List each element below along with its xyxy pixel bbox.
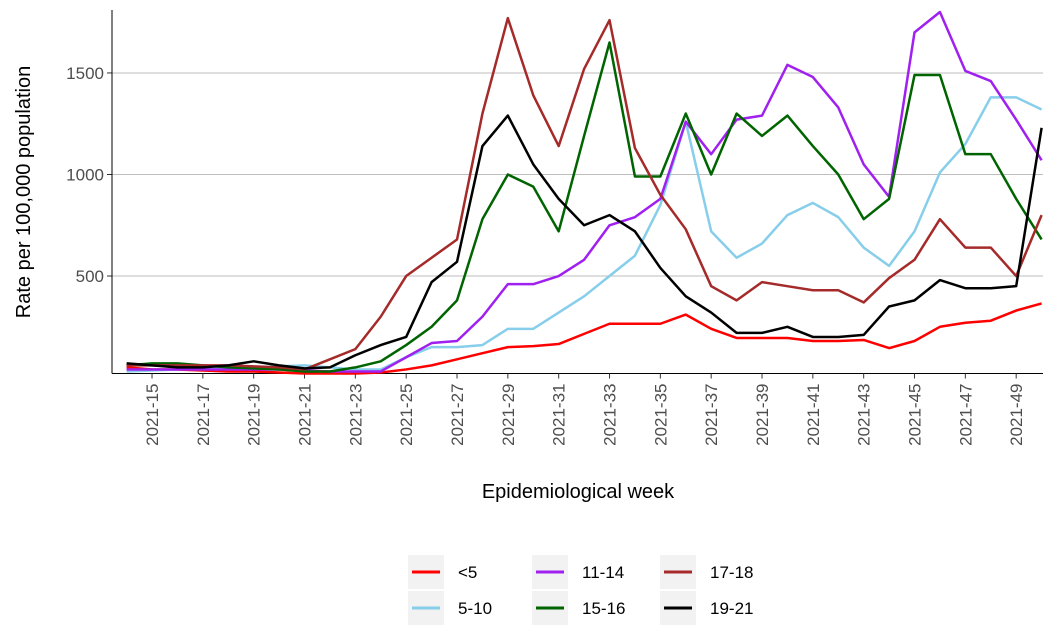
x-tick-label: 2021-45 <box>906 384 925 446</box>
x-tick-label: 2021-39 <box>753 384 772 446</box>
x-tick-label: 2021-27 <box>448 384 467 446</box>
x-tick-label: 2021-31 <box>550 384 569 446</box>
x-tick-label: 2021-21 <box>296 384 315 446</box>
legend-label: <5 <box>458 563 477 582</box>
y-tick-label: 500 <box>76 267 104 286</box>
x-axis-title: Epidemiological week <box>482 481 675 503</box>
y-axis-title: Rate per 100,000 population <box>13 66 35 318</box>
x-tick-label: 2021-43 <box>855 384 874 446</box>
x-tick-label: 2021-33 <box>601 384 620 446</box>
legend-label: 17-18 <box>710 563 753 582</box>
x-tick-label: 2021-25 <box>397 384 416 446</box>
x-tick-label: 2021-23 <box>346 384 365 446</box>
series-line <box>126 10 1043 373</box>
legend-label: 19-21 <box>710 599 753 618</box>
x-tick-label: 2021-37 <box>702 384 721 446</box>
x-tick-label: 2021-19 <box>245 384 264 446</box>
x-tick-label: 2021-35 <box>651 384 670 446</box>
x-tick-label: 2021-15 <box>143 384 162 446</box>
x-tick-label: 2021-17 <box>194 384 213 446</box>
x-tick-label: 2021-41 <box>804 384 823 446</box>
legend-label: 5-10 <box>458 599 492 618</box>
series-line <box>126 114 1043 370</box>
series-line <box>126 302 1042 375</box>
y-tick-label: 1000 <box>66 165 104 184</box>
x-tick-label: 2021-49 <box>1007 384 1026 446</box>
x-tick-label: 2021-47 <box>956 384 975 446</box>
x-tick-label: 2021-29 <box>499 384 518 446</box>
y-tick-label: 1500 <box>66 64 104 83</box>
series-line <box>126 41 1043 373</box>
legend-label: 15-16 <box>582 599 625 618</box>
series-line <box>126 16 1043 371</box>
legend-label: 11-14 <box>582 563 624 582</box>
